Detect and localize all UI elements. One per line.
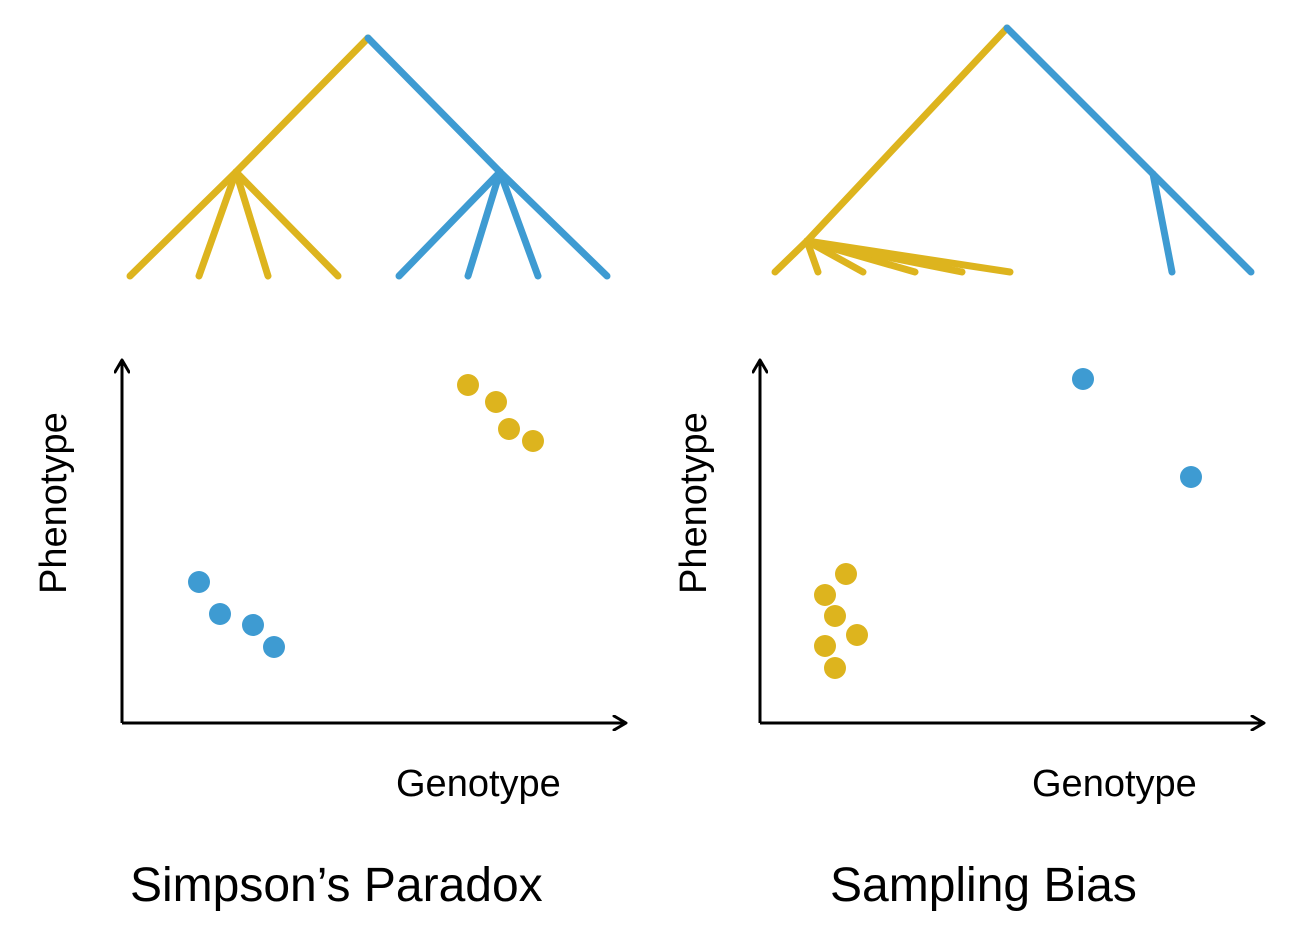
yellow-tip-branch — [771, 237, 811, 276]
blue-point — [1072, 368, 1094, 390]
yellow-point — [824, 605, 846, 627]
sampling-bias-panel — [760, 24, 1264, 723]
blue-point — [188, 571, 210, 593]
blue-point — [1180, 466, 1202, 488]
simpsons-tree — [126, 34, 611, 280]
simpsons-yellow-clade — [126, 34, 372, 280]
yellow-tip-branch — [195, 168, 240, 280]
yellow-tip-branch — [803, 237, 822, 276]
simpsons-blue-clade — [364, 34, 611, 280]
sampling-blue-clade — [1003, 24, 1255, 276]
simpsons-paradox-panel — [122, 34, 626, 723]
yellow-stem-branch — [232, 34, 372, 176]
blue-tip-branch — [395, 168, 504, 280]
sampling-yellow-clade — [771, 24, 1014, 276]
blue-point — [242, 614, 264, 636]
blue-tip-branch — [1149, 170, 1255, 276]
yellow-point — [835, 563, 857, 585]
yellow-point — [824, 657, 846, 679]
blue-point — [263, 636, 285, 658]
sampling-title: Sampling Bias — [830, 859, 1137, 912]
sampling-points — [814, 368, 1202, 679]
yellow-tip-branch — [232, 168, 272, 280]
yellow-tip-branch — [232, 168, 342, 280]
simpsons-points — [188, 374, 544, 658]
yellow-point — [498, 418, 520, 440]
yellow-point — [814, 584, 836, 606]
simpsons-axes — [122, 360, 626, 723]
yellow-point — [457, 374, 479, 396]
blue-tip-branch — [1149, 170, 1176, 276]
blue-tip-branch — [464, 168, 504, 280]
yellow-point — [485, 391, 507, 413]
yellow-tip-branch — [126, 168, 240, 280]
yellow-tip-branch — [803, 237, 1014, 276]
yellow-point — [846, 624, 868, 646]
blue-tip-branch — [496, 168, 542, 280]
blue-point — [209, 603, 231, 625]
simpsons-title: Simpson’s Paradox — [130, 859, 543, 912]
sampling-xlabel: Genotype — [1032, 763, 1197, 805]
blue-stem-branch — [1003, 24, 1157, 178]
blue-tip-branch — [496, 168, 611, 280]
simpsons-xlabel: Genotype — [396, 763, 561, 805]
blue-stem-branch — [364, 34, 504, 176]
sampling-ylabel: Phenotype — [673, 412, 715, 594]
sampling-axes — [760, 360, 1264, 723]
yellow-stem-branch — [803, 24, 1011, 245]
simpsons-ylabel: Phenotype — [33, 412, 75, 594]
yellow-point — [814, 635, 836, 657]
yellow-point — [522, 430, 544, 452]
sampling-tree — [771, 24, 1255, 276]
